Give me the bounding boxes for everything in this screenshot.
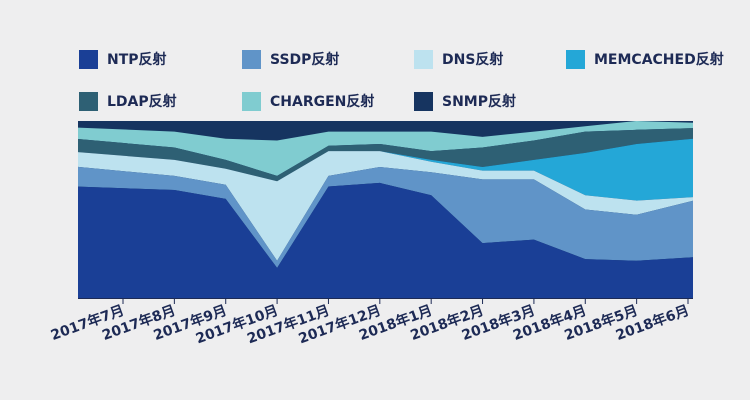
legend-item-ldap: LDAP反射 [79,91,177,111]
legend-item-ntp: NTP反射 [79,49,167,69]
legend-label-dns: DNS反射 [442,52,504,68]
legend-swatch-snmp [414,91,433,111]
legend-label-ldap: LDAP反射 [107,94,177,110]
legend-item-chargen: CHARGEN反射 [242,91,374,111]
legend-swatch-dns [414,49,433,69]
legend-swatch-ldap [79,91,98,111]
legend-label-snmp: SNMP反射 [442,94,516,110]
legend-swatch-ssdp [242,49,261,69]
legend-label-ssdp: SSDP反射 [270,52,340,68]
legend-swatch-ntp [79,49,98,69]
legend-item-snmp: SNMP反射 [414,91,516,111]
legend-item-memcached: MEMCACHED反射 [566,49,724,69]
area-series-SSDP反射 [78,166,693,268]
legend-swatch-memcached [566,49,585,69]
area-series-DNS反射 [78,151,693,261]
legend-label-memcached: MEMCACHED反射 [594,52,724,68]
legend-label-chargen: CHARGEN反射 [270,94,375,110]
area-series-MEMCACHED反射 [78,138,693,201]
legend-swatch-chargen [242,91,261,111]
area-series-CHARGEN反射 [78,121,693,176]
area-series-LDAP反射 [78,128,693,182]
legend-label-ntp: NTP反射 [107,52,167,68]
area-series-NTP反射 [78,182,693,298]
area-series-SNMP反射 [78,121,693,141]
legend-item-ssdp: SSDP反射 [242,49,339,69]
legend-item-dns: DNS反射 [414,49,503,69]
